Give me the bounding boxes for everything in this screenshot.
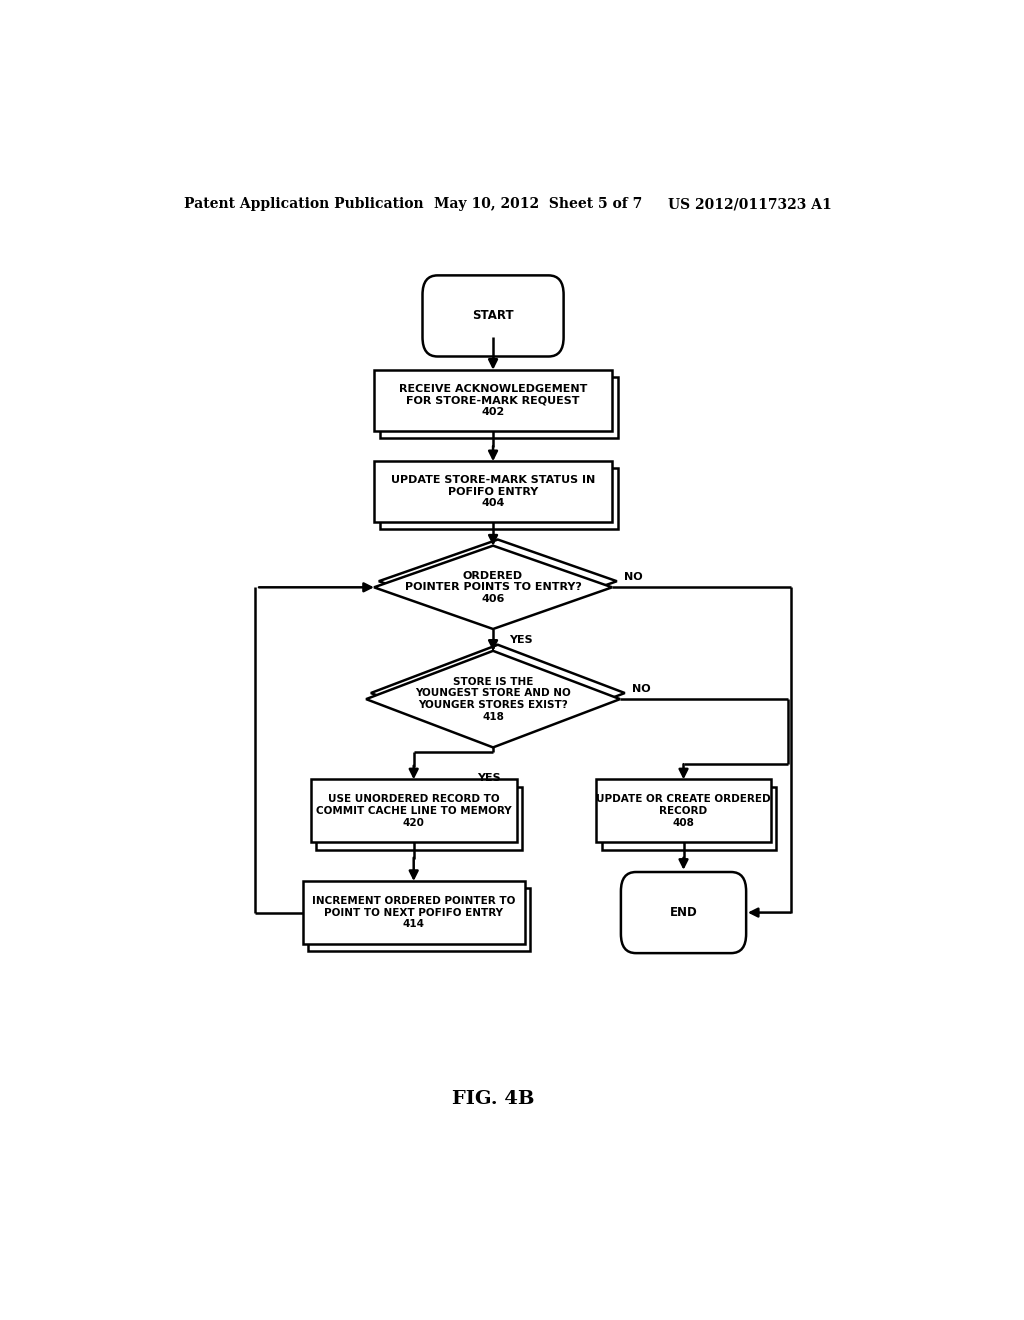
Text: END: END	[670, 906, 697, 919]
FancyBboxPatch shape	[621, 873, 746, 953]
FancyBboxPatch shape	[308, 888, 530, 952]
Text: STORE IS THE
YOUNGEST STORE AND NO
YOUNGER STORES EXIST?
418: STORE IS THE YOUNGEST STORE AND NO YOUNG…	[415, 677, 571, 722]
Text: Patent Application Publication: Patent Application Publication	[183, 197, 423, 211]
FancyBboxPatch shape	[602, 787, 776, 850]
FancyBboxPatch shape	[374, 370, 612, 430]
Text: US 2012/0117323 A1: US 2012/0117323 A1	[668, 197, 831, 211]
Text: NO: NO	[632, 684, 650, 694]
Text: RECEIVE ACKNOWLEDGEMENT
FOR STORE-MARK REQUEST
402: RECEIVE ACKNOWLEDGEMENT FOR STORE-MARK R…	[399, 384, 587, 417]
Text: START: START	[472, 309, 514, 322]
FancyBboxPatch shape	[380, 378, 617, 438]
FancyBboxPatch shape	[596, 779, 771, 842]
Text: UPDATE OR CREATE ORDERED
RECORD
408: UPDATE OR CREATE ORDERED RECORD 408	[596, 795, 771, 828]
FancyBboxPatch shape	[380, 469, 617, 529]
Polygon shape	[367, 651, 620, 747]
Text: YES: YES	[509, 635, 532, 645]
Text: UPDATE STORE-MARK STATUS IN
POFIFO ENTRY
404: UPDATE STORE-MARK STATUS IN POFIFO ENTRY…	[391, 475, 595, 508]
Polygon shape	[379, 540, 616, 623]
Text: FIG. 4B: FIG. 4B	[452, 1089, 535, 1107]
FancyBboxPatch shape	[374, 461, 612, 523]
FancyBboxPatch shape	[316, 787, 522, 850]
Text: May 10, 2012  Sheet 5 of 7: May 10, 2012 Sheet 5 of 7	[433, 197, 642, 211]
Text: INCREMENT ORDERED POINTER TO
POINT TO NEXT POFIFO ENTRY
414: INCREMENT ORDERED POINTER TO POINT TO NE…	[312, 896, 515, 929]
Text: ORDERED
POINTER POINTS TO ENTRY?
406: ORDERED POINTER POINTS TO ENTRY? 406	[404, 570, 582, 605]
FancyBboxPatch shape	[423, 276, 563, 356]
Polygon shape	[374, 545, 612, 630]
Text: YES: YES	[477, 772, 501, 783]
Text: NO: NO	[624, 572, 643, 582]
FancyBboxPatch shape	[310, 779, 517, 842]
FancyBboxPatch shape	[303, 880, 524, 944]
Polygon shape	[371, 644, 625, 742]
Text: USE UNORDERED RECORD TO
COMMIT CACHE LINE TO MEMORY
420: USE UNORDERED RECORD TO COMMIT CACHE LIN…	[315, 795, 512, 828]
